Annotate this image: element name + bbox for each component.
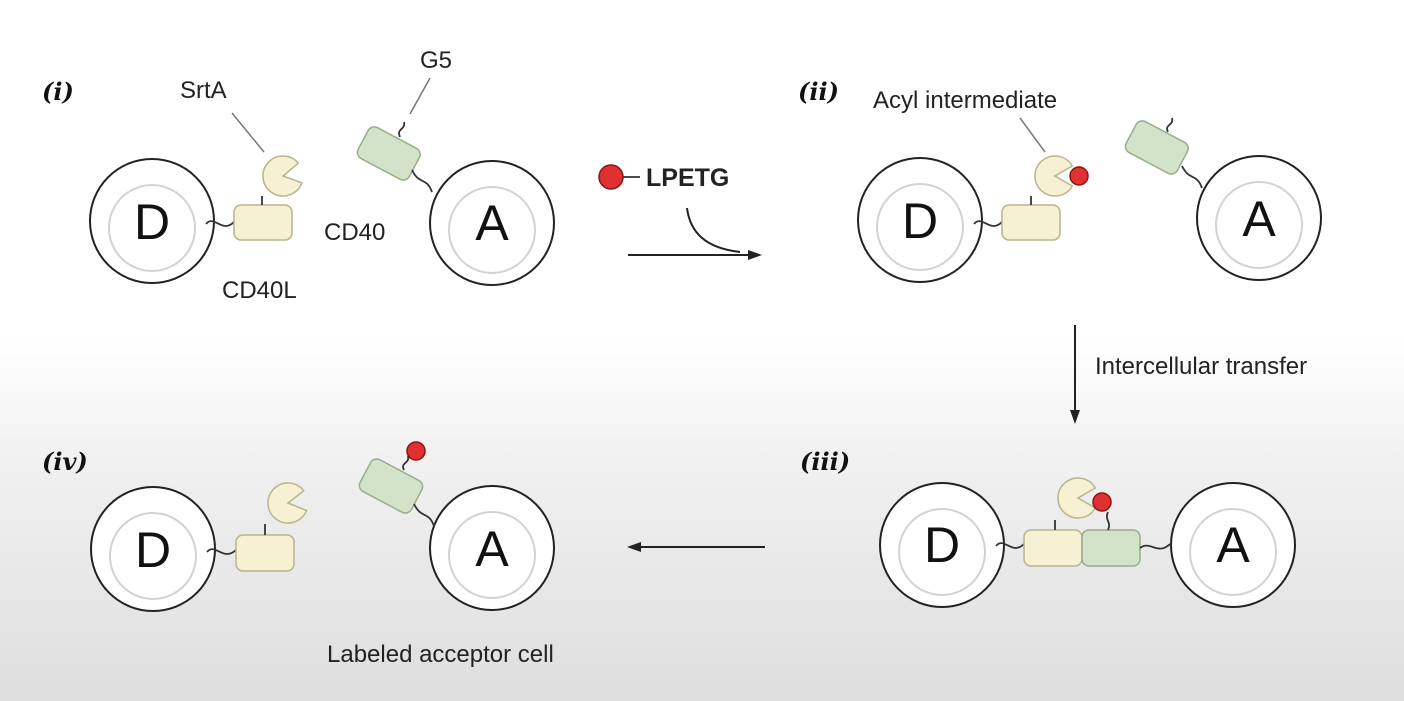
srta-enzyme: [1057, 477, 1097, 519]
panel-ii: (ii) Acyl intermediate D A: [798, 77, 1322, 283]
acyl-pointer: [1019, 117, 1046, 153]
acceptor-letter: A: [475, 195, 509, 251]
cd40-label: CD40: [324, 219, 385, 246]
cd40-tether: [413, 503, 435, 527]
cd40l-tether: [973, 220, 1003, 227]
cd40l-protein: [1023, 529, 1083, 567]
cd40l-protein: [233, 204, 293, 241]
reagent-step: LPETG: [598, 164, 762, 260]
lpetg-label: LPETG: [646, 164, 729, 192]
srta-enzyme: [1034, 155, 1074, 197]
step-label-iv: (iv): [42, 447, 88, 476]
cd40l-tether: [206, 548, 237, 555]
cd40-protein: [356, 126, 421, 181]
cd40-protein: [1081, 529, 1141, 567]
srta-enzyme: [264, 480, 309, 527]
g5-tag: [398, 121, 406, 138]
return-step: [627, 542, 765, 552]
panel-i: (i) D SrtA CD40L A G5 CD40: [42, 47, 555, 304]
panel-iii: (iii) D A: [800, 447, 1296, 608]
srta-enzyme: [259, 152, 305, 200]
acceptor-cell: A: [429, 160, 555, 286]
acceptor-cell: A: [1196, 155, 1322, 281]
acceptor-cell: A: [429, 485, 555, 611]
step-label-ii: (ii): [798, 77, 839, 106]
cd40-protein: [1124, 120, 1189, 175]
cd40-tether: [1139, 543, 1171, 550]
acceptor-cell: A: [1170, 482, 1296, 608]
lpetg-ball: [598, 164, 624, 190]
cd40l-tether: [995, 542, 1025, 549]
reagent-curve: [686, 207, 741, 253]
step-label-i: (i): [42, 77, 74, 106]
cd40-tether: [1181, 165, 1203, 189]
acyl-intermediate-label: Acyl intermediate: [873, 87, 1057, 114]
acyl-label-ball: [1069, 166, 1089, 186]
cd40l-protein: [1001, 204, 1061, 241]
g5-tag: [1105, 511, 1111, 531]
donor-cell: D: [89, 158, 215, 284]
transfer-step: Intercellular transfer: [1070, 325, 1307, 424]
srta-label: SrtA: [180, 77, 227, 104]
labeled-acceptor-caption: Labeled acceptor cell: [327, 641, 554, 668]
panel-iv: (iv) D A Labeled acceptor cell: [42, 441, 555, 668]
cd40-tether: [411, 169, 433, 193]
srta-pointer: [231, 112, 265, 153]
g5-tag: [1166, 117, 1174, 133]
g5-pointer: [409, 77, 431, 115]
cd40l-protein: [235, 534, 295, 572]
cd40-protein: [358, 458, 424, 514]
cd40l-label: CD40L: [222, 277, 297, 304]
donor-cell: D: [879, 482, 1005, 608]
donor-letter: D: [135, 522, 171, 578]
acceptor-letter: A: [1242, 191, 1276, 247]
donor-cell: D: [857, 157, 983, 283]
donor-letter: D: [924, 517, 960, 573]
acceptor-letter: A: [475, 521, 509, 577]
step-label-iii: (iii): [800, 447, 850, 476]
g5-label: G5: [420, 47, 452, 74]
transfer-label: Intercellular transfer: [1095, 353, 1307, 380]
acceptor-letter: A: [1216, 517, 1250, 573]
donor-cell: D: [90, 486, 216, 612]
donor-letter: D: [902, 193, 938, 249]
donor-letter: D: [134, 194, 170, 250]
transferred-label-ball: [406, 441, 426, 461]
cd40l-tether: [205, 220, 235, 227]
g5-tag: [402, 455, 410, 471]
transfer-label-ball: [1092, 492, 1112, 512]
